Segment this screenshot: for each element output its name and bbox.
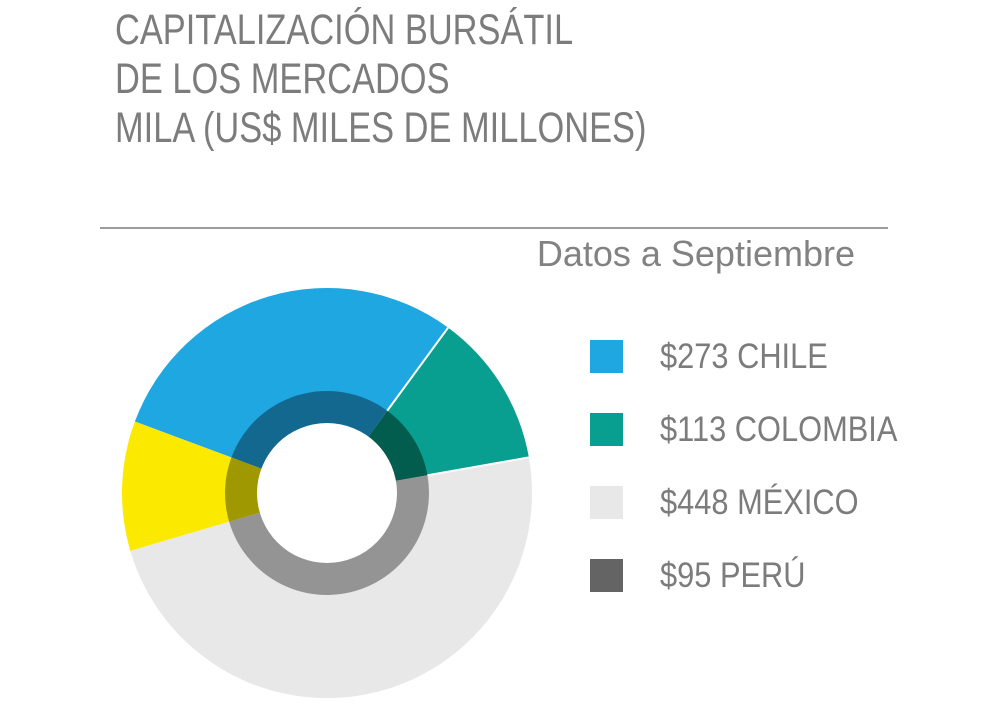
legend-item-colombia: $113 COLOMBIA — [590, 410, 930, 449]
legend-label-peru: $95 PERÚ — [660, 555, 806, 595]
donut-chart — [122, 288, 532, 698]
legend-item-mexico: $448 MÉXICO — [590, 483, 886, 522]
legend-label-mexico: $448 MÉXICO — [660, 482, 859, 522]
legend-item-chile: $273 CHILE — [590, 337, 851, 376]
legend-item-peru: $95 PERÚ — [590, 556, 825, 595]
chart-title: CAPITALIZACIÓN BURSÁTIL DE LOS MERCADOS … — [115, 6, 779, 153]
legend-swatch-peru — [590, 559, 623, 592]
legend-swatch-mexico — [590, 486, 623, 519]
chart-subtitle: Datos a Septiembre — [536, 233, 855, 274]
legend-label-colombia: $113 COLOMBIA — [660, 409, 898, 449]
legend-label-chile: $273 CHILE — [660, 336, 828, 376]
chart-title-line-2: DE LOS MERCADOS — [115, 55, 450, 103]
chart-title-line-1: CAPITALIZACIÓN BURSÁTIL — [115, 6, 574, 54]
legend-swatch-colombia — [590, 413, 623, 446]
legend-swatch-chile — [590, 340, 623, 373]
horizontal-divider — [100, 227, 888, 229]
chart-title-line-3: MILA (US$ MILES DE MILLONES) — [115, 104, 647, 152]
